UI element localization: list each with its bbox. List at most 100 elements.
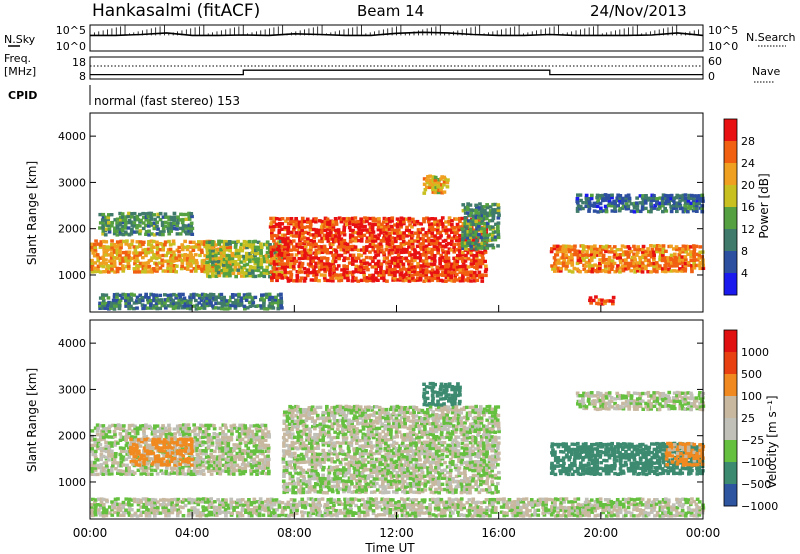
data-cell: [167, 429, 172, 433]
data-cell: [290, 440, 295, 445]
data-cell: [401, 240, 406, 244]
data-cell: [141, 426, 146, 430]
data-cell: [267, 433, 271, 437]
data-cell: [331, 259, 335, 264]
data-cell: [115, 221, 119, 225]
data-cell: [477, 235, 481, 239]
data-cell: [237, 257, 242, 262]
data-cell: [173, 446, 178, 450]
data-cell: [599, 196, 603, 200]
data-cell: [187, 449, 191, 453]
data-cell: [172, 218, 177, 222]
data-cell: [263, 432, 268, 436]
data-cell: [141, 469, 146, 473]
data-cell: [354, 276, 358, 280]
data-cell: [480, 213, 485, 218]
data-cell: [308, 429, 312, 434]
data-cell: [307, 446, 311, 450]
data-cell: [267, 292, 272, 296]
data-cell: [218, 460, 222, 465]
data-cell: [476, 246, 481, 250]
data-cell: [121, 224, 126, 228]
data-cell: [289, 233, 294, 237]
data-cell: [226, 265, 230, 269]
data-cell: [247, 449, 251, 453]
data-cell: [382, 251, 386, 255]
data-cell: [177, 292, 182, 297]
data-cell: [471, 219, 476, 224]
data-cell: [463, 259, 468, 263]
data-cell: [318, 433, 323, 437]
data-cell: [460, 244, 465, 248]
data-cell: [282, 474, 286, 478]
data-cell: [281, 449, 286, 453]
data-cell: [390, 224, 394, 229]
data-cell: [382, 216, 387, 221]
data-cell: [441, 273, 445, 277]
data-cell: [490, 218, 495, 223]
data-cell: [593, 250, 598, 255]
data-cell: [354, 267, 358, 271]
data-cell: [605, 196, 609, 200]
data-cell: [395, 250, 400, 254]
data-cell: [334, 228, 338, 233]
data-cell: [169, 229, 173, 233]
data-cell: [331, 223, 335, 227]
data-cell: [438, 230, 443, 235]
data-cell: [686, 247, 691, 251]
data-cell: [344, 468, 348, 472]
data-cell: [385, 268, 390, 272]
data-cell: [304, 454, 309, 458]
data-cell: [427, 239, 431, 243]
data-cell: [604, 246, 609, 251]
data-cell: [236, 239, 240, 244]
data-cell: [489, 232, 493, 237]
data-cell: [455, 231, 459, 235]
data-cell: [254, 248, 258, 253]
data-cell: [104, 253, 108, 257]
data-cell: [590, 267, 595, 271]
data-cell: [284, 488, 289, 492]
data-cell: [156, 429, 160, 434]
data-cell: [227, 271, 232, 275]
data-cell: [656, 266, 660, 270]
data-cell: [692, 266, 697, 270]
data-cell: [430, 238, 434, 243]
data-cell: [172, 427, 177, 431]
data-cell: [101, 215, 106, 219]
data-cell: [438, 236, 442, 240]
data-cell: [290, 411, 295, 415]
data-cell: [314, 265, 318, 269]
data-cell: [344, 441, 349, 445]
data-cell: [359, 265, 363, 269]
data-cell: [138, 220, 142, 224]
data-cell: [241, 457, 246, 462]
data-cell: [211, 293, 216, 297]
data-cell: [236, 251, 241, 255]
data-cell: [154, 303, 159, 308]
data-cell: [286, 228, 290, 233]
data-cell: [244, 298, 249, 302]
data-cell: [192, 292, 196, 297]
data-cell: [480, 246, 485, 250]
data-cell: [264, 295, 269, 300]
data-cell: [338, 430, 343, 434]
data-cell: [592, 201, 597, 205]
data-cell: [225, 256, 229, 261]
data-cell: [300, 241, 305, 246]
data-cell: [163, 426, 168, 431]
data-cell: [629, 264, 634, 268]
data-cell: [475, 222, 479, 226]
data-cell: [170, 432, 174, 437]
data-cell: [212, 432, 217, 436]
data-cell: [455, 278, 459, 282]
data-cell: [456, 225, 460, 229]
data-cell: [246, 451, 250, 456]
data-cell: [329, 436, 334, 440]
data-cell: [432, 238, 437, 243]
data-cell: [468, 227, 473, 231]
data-cell: [236, 301, 240, 306]
data-cell: [252, 437, 257, 441]
data-cell: [428, 225, 432, 229]
